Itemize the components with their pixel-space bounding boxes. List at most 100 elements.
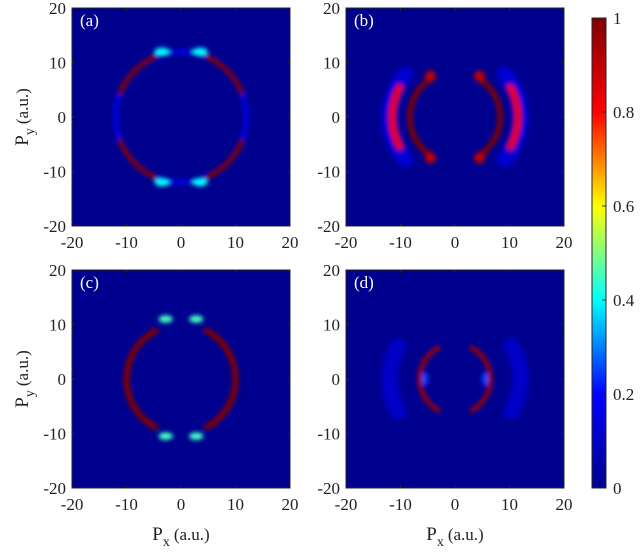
panel-b-x-tick-label: 0 — [451, 233, 460, 252]
panel-d-features — [381, 338, 529, 420]
panel-a-y-axis-label-symbol: P — [12, 135, 33, 146]
panel-d-feature-2 — [381, 338, 407, 420]
panel-d-x-tick-label: -10 — [389, 495, 412, 514]
colorbar-ticks: 0 0.2 0.4 0.6 0.8 1 — [602, 9, 635, 498]
colorbar: 0 0.2 0.4 0.6 0.8 1 — [591, 9, 635, 498]
panel-d-x-ticks: -20 -10 0 10 20 — [335, 270, 573, 514]
panel-b-feature-7 — [425, 70, 436, 82]
panel-b-label: (b) — [354, 11, 374, 30]
colorbar-tick-label: 0.8 — [613, 103, 634, 122]
panel-d-y-tick-label: 0 — [332, 370, 341, 389]
colorbar-gradient — [591, 17, 607, 489]
panel-a: (a) -20 -10 0 10 20 -20 -10 0 10 20 Py (a.u.) — [12, 0, 299, 252]
panel-a-y-tick-label: -20 — [43, 217, 66, 236]
panel-c-y-axis-label-subscript: y — [23, 390, 38, 397]
panel-a-x-ticks: -20 -10 0 10 20 — [61, 8, 299, 252]
panel-d-y-ticks: -20 -10 0 10 20 — [317, 261, 564, 498]
panel-d-x-tick-label: 10 — [501, 495, 518, 514]
panel-c-y-tick-label: -20 — [43, 479, 66, 498]
colorbar-tick-label: 0.4 — [613, 291, 635, 310]
panel-c-feature-3 — [158, 315, 173, 323]
panel-b-x-tick-label: 20 — [556, 233, 573, 252]
panel-c-x-tick-label: 0 — [177, 495, 186, 514]
panel-a-x-tick-label: -10 — [115, 233, 138, 252]
panel-d-feature-3 — [469, 345, 493, 413]
panel-c-x-axis-label-unit: (a.u.) — [174, 525, 210, 544]
colorbar-tick-label: 0 — [613, 479, 622, 498]
panel-d-feature-4 — [417, 345, 441, 413]
panel-c-feature-1 — [203, 327, 239, 431]
panel-d-background — [346, 270, 564, 488]
panel-b-feature-4 — [388, 83, 404, 151]
panel-b-feature-6 — [407, 77, 432, 157]
colorbar-tick-label: 1 — [613, 9, 622, 28]
panel-b-feature-10 — [474, 152, 485, 164]
panel-b-x-tick-label: -20 — [335, 233, 358, 252]
panel-a-y-tick-label: 0 — [58, 108, 67, 127]
panel-d-x-axis-label-unit: (a.u.) — [448, 525, 484, 544]
panel-c-feature-6 — [189, 432, 204, 441]
panel-a-y-axis-label-unit: (a.u.) — [13, 88, 32, 124]
panel-c-x-tick-label: 10 — [227, 495, 244, 514]
panel-d-feature-6 — [481, 372, 489, 386]
panel-b-feature-5 — [478, 77, 503, 157]
panel-b-y-tick-label: 10 — [323, 54, 340, 73]
panel-c-features — [123, 315, 239, 441]
panel-a-x-tick-label: 20 — [282, 233, 299, 252]
panel-c-y-tick-label: 0 — [58, 370, 67, 389]
panel-d-label: (d) — [354, 273, 374, 292]
panel-a-feature-5 — [205, 139, 245, 180]
panel-a-feature-2 — [205, 54, 245, 95]
panel-b-y-tick-label: 20 — [323, 0, 340, 18]
panel-c-background — [72, 270, 290, 488]
colorbar-tick-label: 0.6 — [613, 197, 634, 216]
panel-a-background — [72, 8, 290, 226]
panel-d-feature-5 — [421, 372, 429, 386]
panel-d-feature-1 — [503, 338, 529, 420]
panel-b-y-ticks: -20 -10 0 10 20 — [317, 0, 564, 236]
panel-a-y-tick-label: -10 — [43, 163, 66, 182]
panel-a-feature-8 — [154, 178, 170, 187]
panel-d-y-tick-label: -10 — [317, 425, 340, 444]
panel-b-y-tick-label: 0 — [332, 108, 341, 127]
panel-a-feature-3 — [117, 54, 157, 95]
panel-b-features — [381, 66, 529, 168]
panel-a-feature-6 — [154, 47, 170, 56]
panel-d-x-axis-label: Px (a.u.) — [426, 524, 483, 550]
panel-b-x-ticks: -20 -10 0 10 20 — [335, 8, 573, 252]
panel-c-x-axis-label: Px (a.u.) — [152, 524, 209, 550]
panel-c-y-axis-label-unit: (a.u.) — [13, 350, 32, 386]
panel-c-x-axis-label-subscript: x — [163, 535, 170, 550]
panel-b-y-tick-label: -20 — [317, 217, 340, 236]
panel-b-feature-8 — [474, 70, 485, 82]
panel-c-x-ticks: -20 -10 0 10 20 — [61, 270, 299, 514]
panel-c-y-tick-label: 10 — [49, 316, 66, 335]
panel-c-x-axis-label-symbol: P — [152, 524, 163, 545]
panel-a-y-axis-label: Py (a.u.) — [12, 88, 38, 145]
panel-d-y-tick-label: -20 — [317, 479, 340, 498]
panel-a-feature-7 — [192, 47, 208, 56]
panel-c-x-tick-label: 20 — [282, 495, 299, 514]
panel-c-y-axis-label-symbol: P — [12, 397, 33, 408]
panel-c-y-tick-label: 20 — [49, 261, 66, 280]
panel-a-y-tick-label: 10 — [49, 54, 66, 73]
panel-b-feature-3 — [506, 83, 522, 151]
panel-a-x-tick-label: -20 — [61, 233, 84, 252]
panel-d-x-axis-label-subscript: x — [437, 535, 444, 550]
panel-b: (b) -20 -10 0 10 20 -20 -10 0 10 20 — [317, 0, 572, 252]
panel-c-feature-2 — [123, 327, 159, 431]
panel-a-y-tick-label: 20 — [49, 0, 66, 18]
panel-b-y-tick-label: -10 — [317, 163, 340, 182]
panel-d: (d) -20 -10 0 10 20 -20 -10 0 10 20 Px (a.u.) — [317, 261, 572, 550]
panel-d-x-tick-label: 20 — [556, 495, 573, 514]
panel-a-feature-1 — [113, 49, 249, 185]
panel-a-y-axis-label-subscript: y — [23, 128, 38, 135]
panel-c-x-tick-label: -10 — [115, 495, 138, 514]
panel-d-x-tick-label: -20 — [335, 495, 358, 514]
panel-a-feature-4 — [117, 139, 157, 180]
panel-c-y-axis-label: Py (a.u.) — [12, 350, 38, 407]
panel-a-x-tick-label: 0 — [177, 233, 186, 252]
panel-a-features — [113, 47, 249, 187]
panel-d-x-axis-label-symbol: P — [426, 524, 437, 545]
